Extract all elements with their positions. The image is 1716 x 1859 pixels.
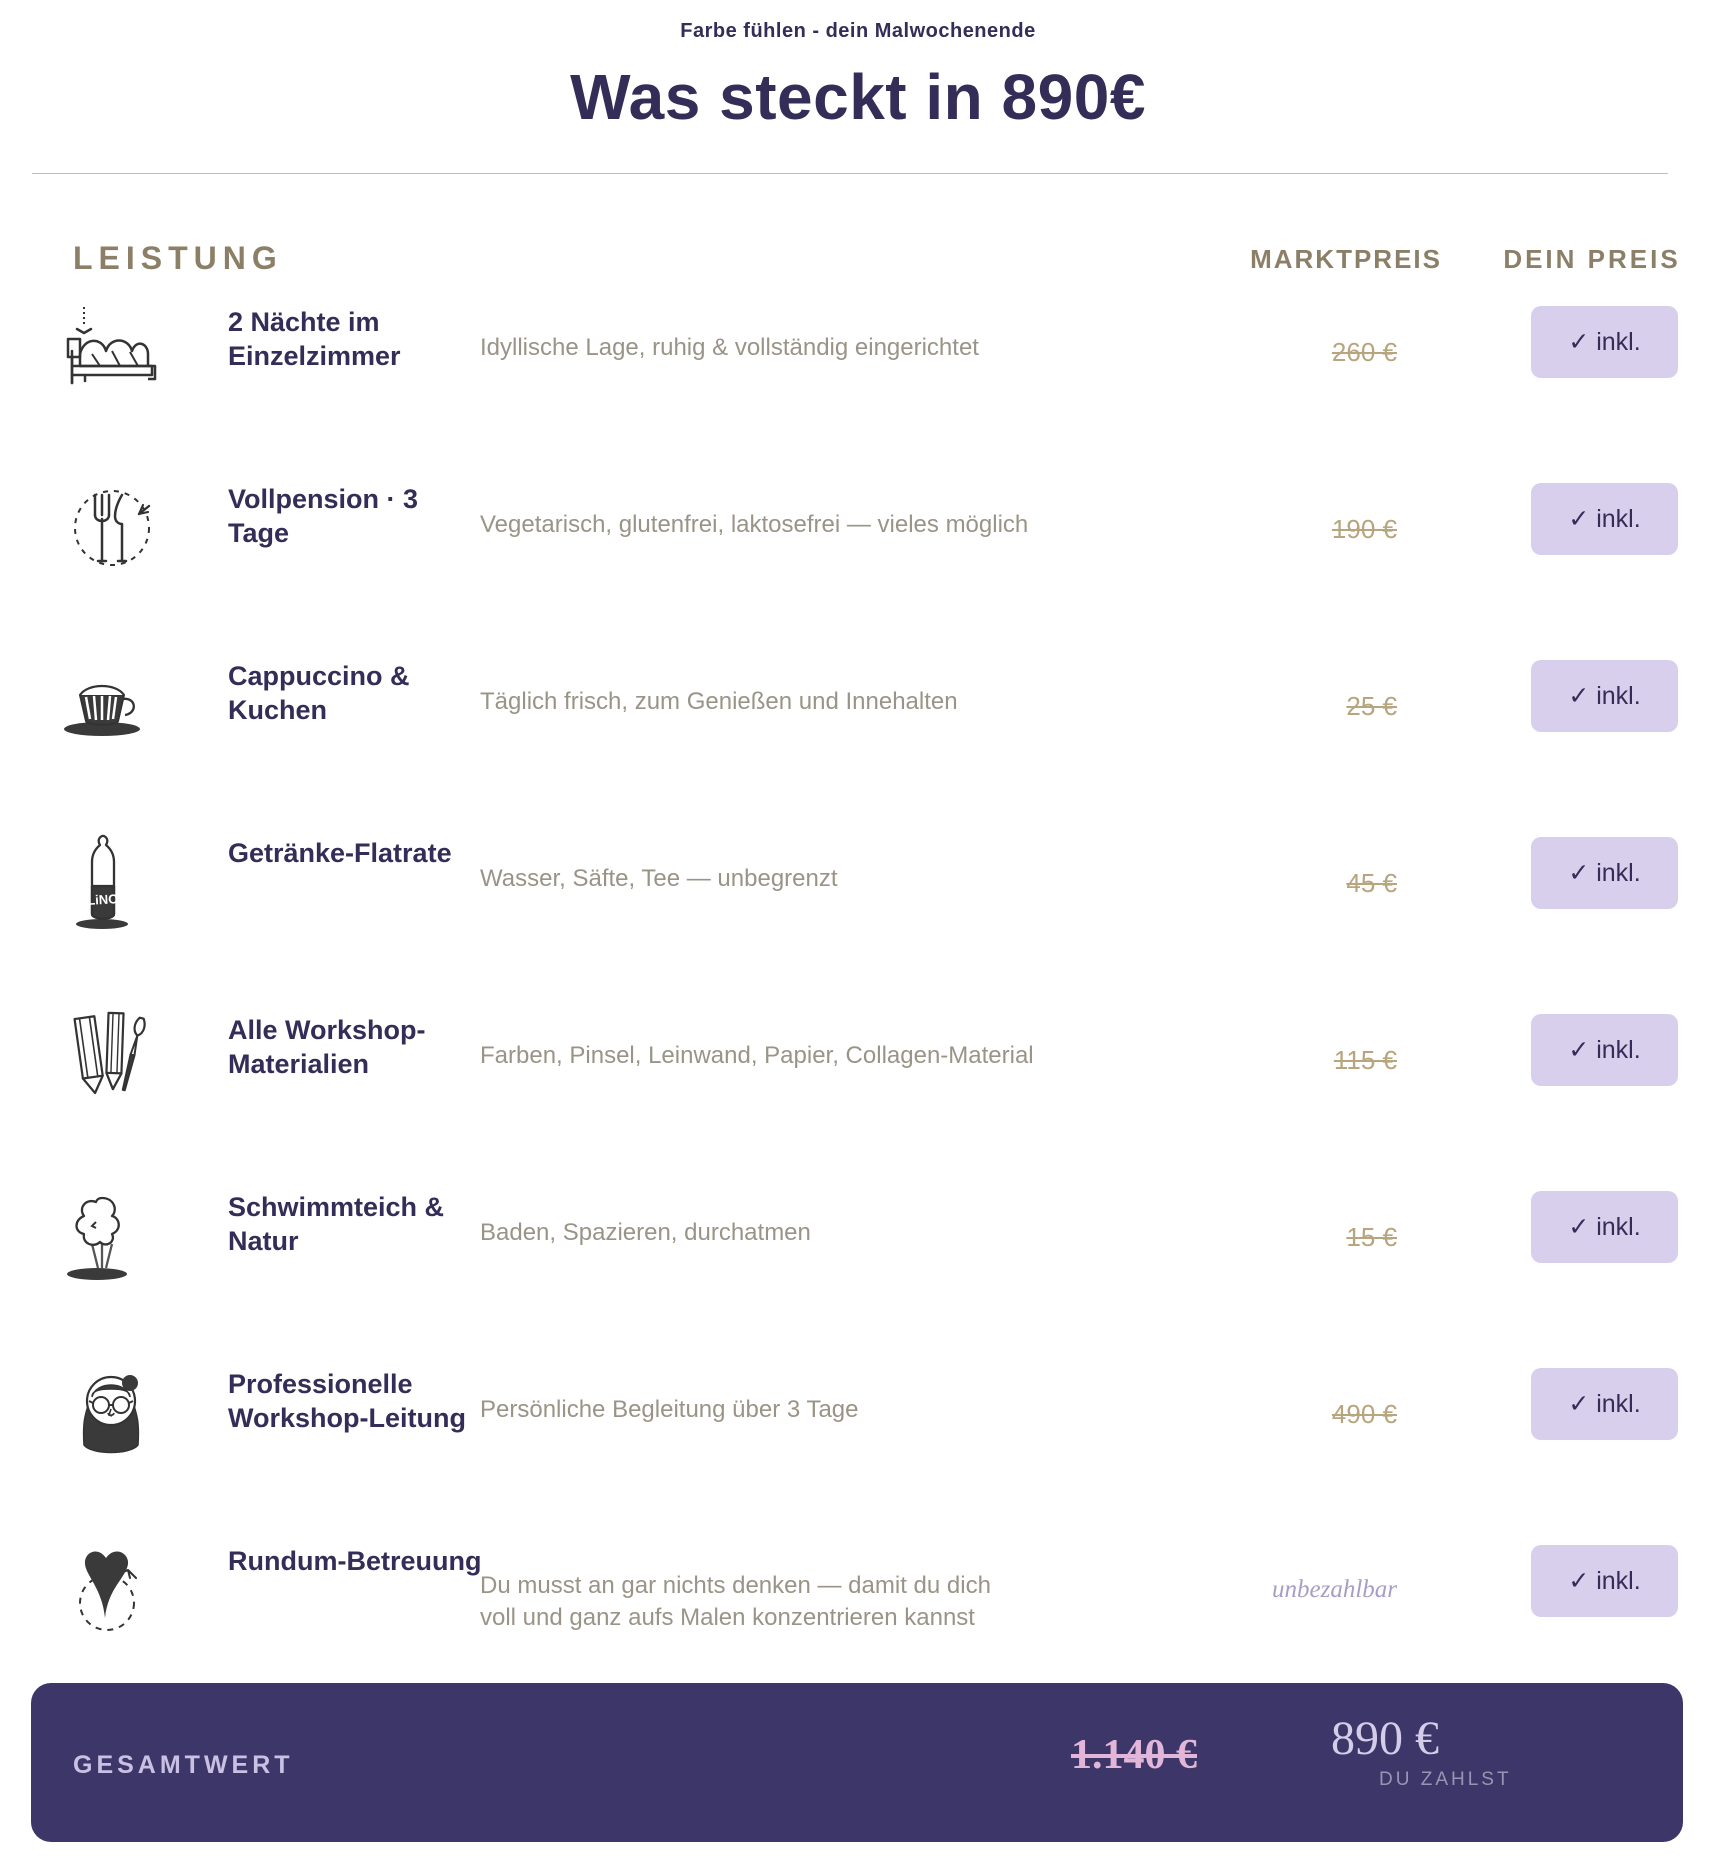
svg-text:LiNO: LiNO bbox=[87, 891, 119, 908]
